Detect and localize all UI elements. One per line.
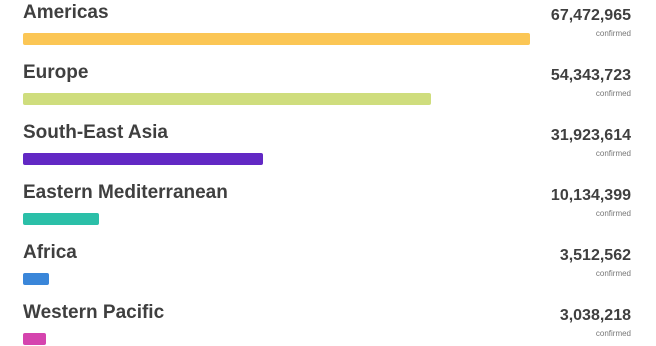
region-label: Americas	[23, 2, 109, 23]
region-row: Americas 67,472,965 confirmed	[0, 0, 656, 56]
region-row: Africa 3,512,562 confirmed	[0, 236, 656, 296]
region-label: Eastern Mediterranean	[23, 182, 228, 203]
confirmed-unit-label: confirmed	[595, 29, 631, 38]
confirmed-count: 31,923,614	[550, 127, 631, 144]
region-row: South-East Asia 31,923,614 confirmed	[0, 116, 656, 176]
region-bar	[23, 153, 263, 165]
confirmed-unit-label: confirmed	[595, 89, 631, 98]
region-bar	[23, 273, 50, 285]
region-row: Eastern Mediterranean 10,134,399 confirmed	[0, 176, 656, 236]
region-bar	[23, 33, 530, 45]
region-bar	[23, 333, 46, 345]
confirmed-unit-label: confirmed	[595, 269, 631, 278]
region-row: Europe 54,343,723 confirmed	[0, 56, 656, 116]
region-label: Europe	[23, 62, 89, 83]
region-label: Western Pacific	[23, 302, 165, 323]
confirmed-unit-label: confirmed	[595, 329, 631, 338]
confirmed-unit-label: confirmed	[595, 149, 631, 158]
confirmed-count: 3,512,562	[559, 247, 631, 264]
region-label: South-East Asia	[23, 122, 168, 143]
confirmed-count: 54,343,723	[550, 67, 631, 84]
confirmed-count: 3,038,218	[559, 307, 631, 324]
region-row: Western Pacific 3,038,218 confirmed	[0, 296, 656, 346]
confirmed-count: 10,134,399	[550, 187, 631, 204]
confirmed-count: 67,472,965	[550, 7, 631, 24]
region-bar	[23, 93, 432, 105]
region-bar	[23, 213, 100, 225]
confirmed-unit-label: confirmed	[595, 209, 631, 218]
region-label: Africa	[23, 242, 77, 263]
